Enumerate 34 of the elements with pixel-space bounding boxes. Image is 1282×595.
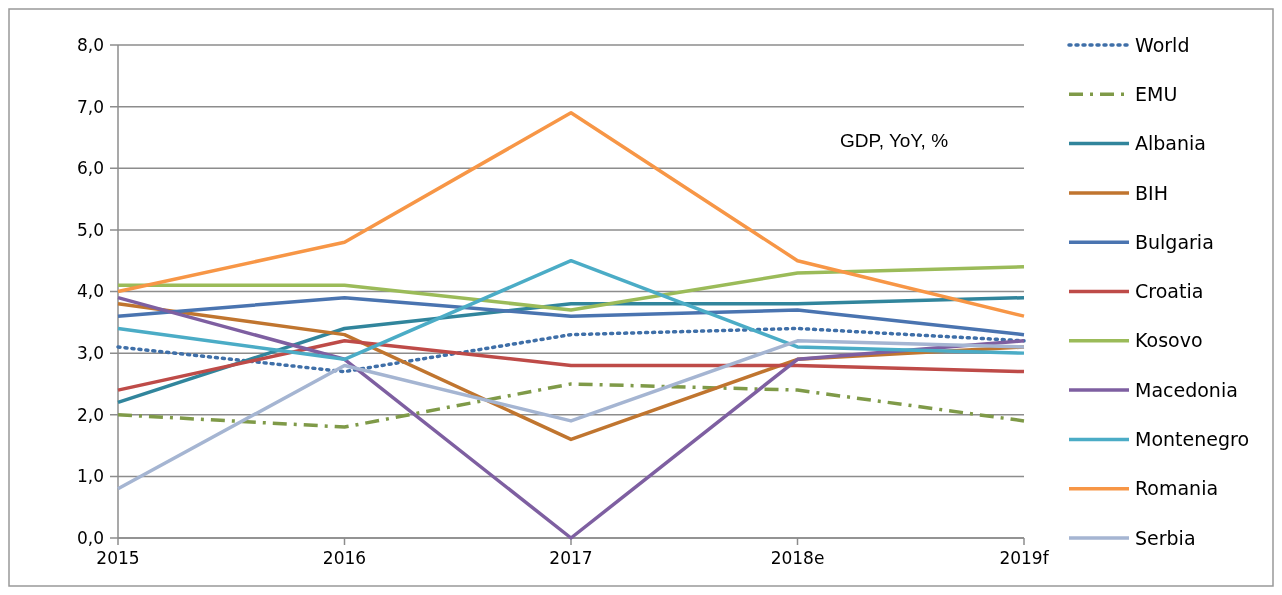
legend-label: Serbia xyxy=(1135,526,1196,549)
line-series xyxy=(116,111,1026,318)
line-series xyxy=(116,326,1026,374)
legend-label: Kosovo xyxy=(1135,329,1203,352)
y-tick-label: 7,0 xyxy=(76,96,104,117)
y-tick-label: 8,0 xyxy=(76,34,104,55)
line-series xyxy=(116,339,1026,491)
y-tick-label: 1,0 xyxy=(76,466,104,487)
legend-label: BIH xyxy=(1135,181,1168,204)
line-series xyxy=(116,295,1026,337)
y-tick-label: 6,0 xyxy=(76,158,104,179)
legend-label: Montenegro xyxy=(1135,428,1250,451)
y-tick-label: 0,0 xyxy=(76,527,104,548)
line-series xyxy=(116,258,1026,362)
legend-label: Macedonia xyxy=(1135,378,1238,401)
x-tick-label: 2017 xyxy=(549,548,593,568)
line-series xyxy=(116,382,1026,429)
legend-label: EMU xyxy=(1135,82,1178,105)
legend-label: Bulgaria xyxy=(1135,230,1214,253)
x-tick-label: 2015 xyxy=(96,548,140,568)
legend-label: Croatia xyxy=(1135,280,1204,303)
legend-label: Albania xyxy=(1135,132,1206,155)
y-tick-label: 4,0 xyxy=(76,281,104,302)
line-series xyxy=(116,339,1026,392)
annotation: GDP, YoY, % xyxy=(839,130,949,151)
legend-label: Romania xyxy=(1135,477,1219,500)
line-series xyxy=(116,265,1026,312)
y-tick-label: 5,0 xyxy=(76,219,104,240)
x-tick-label: 2019f xyxy=(999,548,1050,568)
x-tick-label: 2016 xyxy=(322,548,367,568)
x-tick-label: 2018e xyxy=(770,548,825,568)
y-tick-label: 2,0 xyxy=(76,404,104,425)
y-tick-label: 3,0 xyxy=(76,343,104,364)
legend-label: World xyxy=(1135,33,1190,56)
